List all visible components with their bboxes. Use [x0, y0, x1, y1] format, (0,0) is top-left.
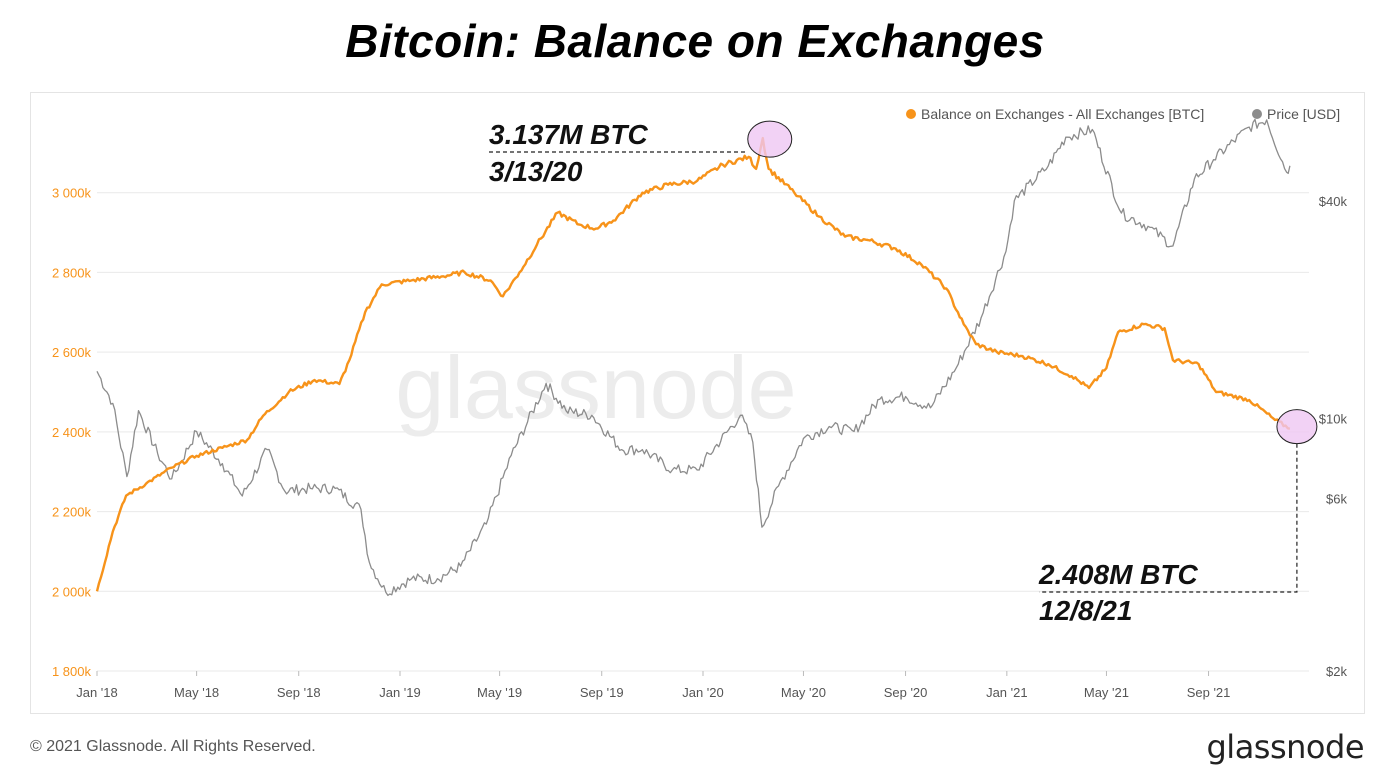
latest-highlight-circle	[1276, 409, 1318, 445]
legend: Balance on Exchanges - All Exchanges [BT…	[906, 106, 1340, 122]
chart-title: Bitcoin: Balance on Exchanges	[345, 15, 1045, 67]
legend-label-price[interactable]: Price [USD]	[1267, 106, 1340, 122]
x-tick-label: Sep '20	[884, 685, 928, 700]
x-tick-label: May '19	[477, 685, 522, 700]
legend-swatch-balance	[906, 109, 916, 119]
y-right-tick-label: $2k	[1326, 664, 1347, 679]
y-left-tick-label: 1 800k	[52, 664, 92, 679]
chart-panel: glassnode 1 800k 2 000k 2 200k 2 400k 2 600k…	[30, 92, 1365, 714]
y-left-tick-label: 2 600k	[52, 345, 92, 360]
x-tick-label: Sep '18	[277, 685, 321, 700]
glassnode-logo: glassnode	[1206, 728, 1364, 766]
y-right-tick-label: $6k	[1326, 492, 1347, 507]
chart: glassnode 1 800k 2 000k 2 200k 2 400k 2 600k…	[52, 106, 1348, 700]
y-left-tick-label: 3 000k	[52, 186, 92, 201]
y-right-tick-label: $10k	[1319, 411, 1348, 426]
y-left-tick-label: 2 000k	[52, 584, 92, 599]
legend-swatch-price	[1252, 109, 1262, 119]
series-line-price	[96, 118, 1291, 597]
y-right-tick-label: $40k	[1319, 194, 1348, 209]
highlight-layer	[489, 120, 1318, 593]
x-tick-label: May '18	[174, 685, 219, 700]
x-tick-label: Sep '19	[580, 685, 624, 700]
annotation-latest: 2.408M BTC 12/8/21	[1038, 559, 1198, 626]
legend-label-balance[interactable]: Balance on Exchanges - All Exchanges [BT…	[921, 106, 1204, 122]
copyright-text: © 2021 Glassnode. All Rights Reserved.	[30, 738, 316, 755]
peak-annotation-value: 3.137M BTC	[489, 119, 648, 150]
latest-annotation-value: 2.408M BTC	[1038, 559, 1198, 590]
peak-annotation-date: 3/13/20	[489, 156, 583, 187]
x-tick-label: Jan '21	[986, 685, 1028, 700]
annotation-peak: 3.137M BTC 3/13/20	[489, 119, 648, 187]
y-left-tick-label: 2 200k	[52, 505, 92, 520]
x-tick-label: Jan '20	[682, 685, 724, 700]
y-axis-right: $2k $6k $10k $40k	[1319, 194, 1348, 679]
watermark: glassnode	[395, 338, 796, 437]
x-tick-label: May '20	[781, 685, 826, 700]
x-tick-label: Jan '19	[379, 685, 421, 700]
latest-leader-line	[1039, 443, 1298, 593]
series-layer	[95, 118, 1291, 597]
x-tick-label: Sep '21	[1187, 685, 1231, 700]
x-tick-label: Jan '18	[76, 685, 118, 700]
latest-annotation-date: 12/8/21	[1039, 595, 1132, 626]
series-line-balance	[95, 136, 1291, 592]
x-tick-label: May '21	[1084, 685, 1129, 700]
grid	[97, 192, 1309, 672]
x-axis: Jan '18 May '18 Sep '18 Jan '19 May '19 Sep '…	[76, 671, 1230, 700]
y-axis-left: 1 800k 2 000k 2 200k 2 400k 2 600k 2 800k 3 00…	[52, 186, 92, 679]
y-left-tick-label: 2 400k	[52, 425, 92, 440]
peak-highlight-circle	[747, 120, 793, 158]
y-left-tick-label: 2 800k	[52, 265, 92, 280]
